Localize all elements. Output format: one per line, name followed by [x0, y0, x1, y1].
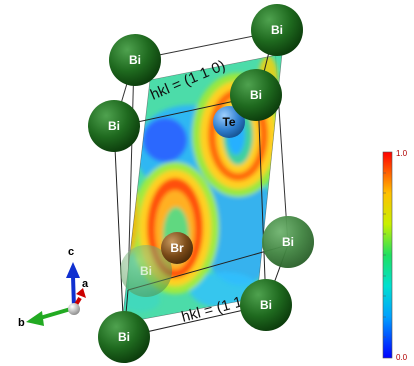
svg-text:Te: Te [222, 115, 235, 129]
svg-text:Bi: Bi [129, 53, 141, 67]
colorbar-min-label: 0.0 [396, 353, 408, 362]
bi-atom-back: Bi [120, 245, 172, 297]
colorbar-max-label: 1.0 [396, 149, 408, 158]
bi-atom-top-right: Bi [251, 4, 303, 56]
te-atom: Te [213, 106, 245, 138]
svg-text:Bi: Bi [282, 235, 294, 249]
bi-atom-mid-right: Bi [230, 69, 282, 121]
axis-b-label: b [18, 317, 25, 329]
bi-atom-bottom-right: Bi [240, 279, 292, 331]
svg-text:Bi: Bi [118, 330, 130, 344]
svg-text:Bi: Bi [260, 298, 272, 312]
svg-text:Bi: Bi [108, 119, 120, 133]
bi-atom-top-left: Bi [109, 34, 161, 86]
axis-a-label: a [82, 278, 89, 290]
bi-atom-mid-left: Bi [88, 100, 140, 152]
axes-triad: c a b [18, 246, 89, 329]
svg-text:Bi: Bi [250, 88, 262, 102]
bi-atom-bottom-left: Bi [98, 311, 150, 363]
bi-atom-right: Bi [262, 216, 314, 268]
svg-text:Br: Br [170, 241, 184, 255]
br-atom: Br [161, 232, 193, 264]
svg-text:Bi: Bi [271, 23, 283, 37]
svg-text:Bi: Bi [140, 264, 152, 278]
colorbar: 1.0 0.0 [382, 149, 408, 362]
axis-c-label: c [68, 246, 74, 258]
